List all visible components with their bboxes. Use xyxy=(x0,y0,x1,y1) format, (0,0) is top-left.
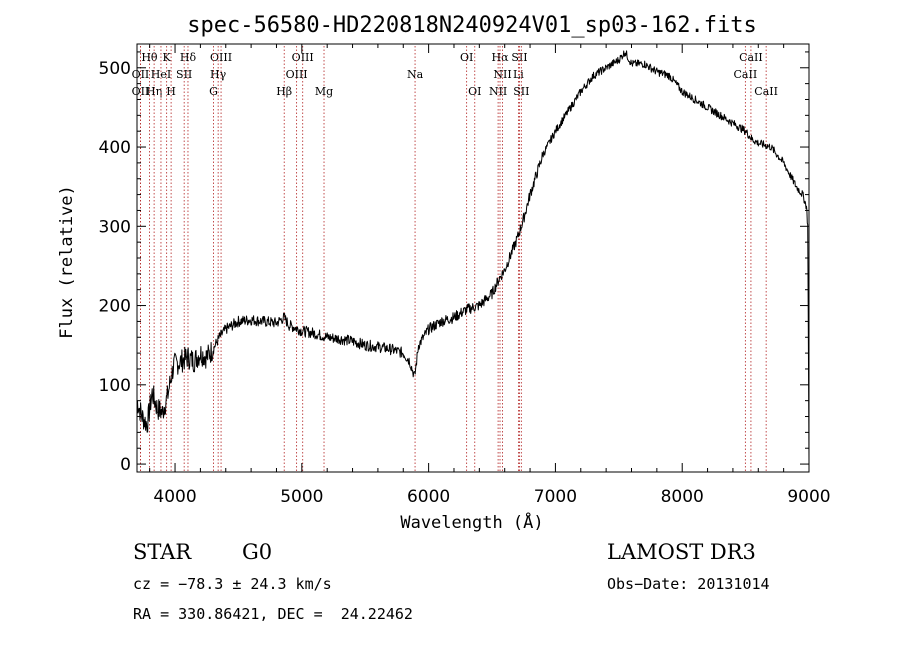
x-tick-label-5000: 5000 xyxy=(280,487,323,507)
object-type: STAR xyxy=(133,540,192,564)
y-tick-label-100: 100 xyxy=(99,376,131,396)
coordinates-text: RA = 330.86421, DEC = 24.22462 xyxy=(133,605,413,623)
x-tick-label-7000: 7000 xyxy=(534,487,577,507)
spectral-line-label-0: Hθ xyxy=(141,51,158,64)
y-tick-label-0: 0 xyxy=(120,455,131,475)
spectral-line-label-21: NII xyxy=(493,68,511,81)
x-tick-label-4000: 4000 xyxy=(153,487,196,507)
spectral-line-label-11: G xyxy=(209,85,218,98)
spectral-line-label-10: Hγ xyxy=(210,68,227,81)
spectral-line-label-8: SII xyxy=(176,68,192,81)
spectral-line-label-20: SII xyxy=(511,51,527,64)
spectral-line-label-5: K xyxy=(163,51,172,64)
spectral-line-label-3: Hη xyxy=(146,85,162,98)
redshift-text: cz = −78.3 ± 24.3 km/s xyxy=(133,575,332,593)
spectral-line-label-12: OIII xyxy=(292,51,314,64)
spectral-line-label-27: CaII xyxy=(754,85,778,98)
spectral-line-label-7: Hδ xyxy=(180,51,197,64)
x-axis-label: Wavelength (Å) xyxy=(400,511,543,533)
spectral-line-label-23: NII xyxy=(489,85,507,98)
spectral-line-label-25: CaII xyxy=(739,51,763,64)
obs-date-text: Obs−Date: 20131014 xyxy=(607,575,770,593)
chart-title: spec-56580-HD220818N240924V01_sp03-162.f… xyxy=(187,13,757,38)
spectrum-line xyxy=(136,50,810,465)
spectral-line-label-4: HeI xyxy=(151,68,171,81)
y-tick-label-200: 200 xyxy=(99,297,131,317)
spectrum-series xyxy=(136,50,810,465)
spectral-line-label-24: SII xyxy=(513,85,529,98)
y-tick-label-300: 300 xyxy=(99,217,131,237)
spectral-line-label-2: OII xyxy=(132,85,150,98)
spectral-line-label-22: Li xyxy=(513,68,524,81)
spectral-line-label-13: OIII xyxy=(286,68,308,81)
y-tick-label-500: 500 xyxy=(99,59,131,79)
survey-name: LAMOST DR3 xyxy=(607,540,756,564)
spectral-line-label-17: OI xyxy=(460,51,473,64)
spectral-line-label-14: Hβ xyxy=(276,85,292,98)
x-tick-label-8000: 8000 xyxy=(661,487,704,507)
y-tick-label-400: 400 xyxy=(99,138,131,158)
spectral-line-label-18: OI xyxy=(468,85,481,98)
x-tick-label-6000: 6000 xyxy=(407,487,450,507)
spectral-line-label-19: Hα xyxy=(491,51,509,64)
axis-ticks: 4000 5000 6000 7000 8000 9000 0 100 200 300 400 500 xyxy=(99,44,831,507)
object-subclass: G0 xyxy=(242,540,273,564)
spectral-line-label-16: Na xyxy=(407,68,424,81)
y-axis-label: Flux (relative) xyxy=(57,185,77,339)
spectral-line-label-9: OIII xyxy=(210,51,232,64)
spectral-line-label-15: Mg xyxy=(315,85,333,98)
spectral-line-label-26: CaII xyxy=(734,68,758,81)
x-tick-label-9000: 9000 xyxy=(787,487,830,507)
spectral-line-label-6: H xyxy=(166,85,176,98)
